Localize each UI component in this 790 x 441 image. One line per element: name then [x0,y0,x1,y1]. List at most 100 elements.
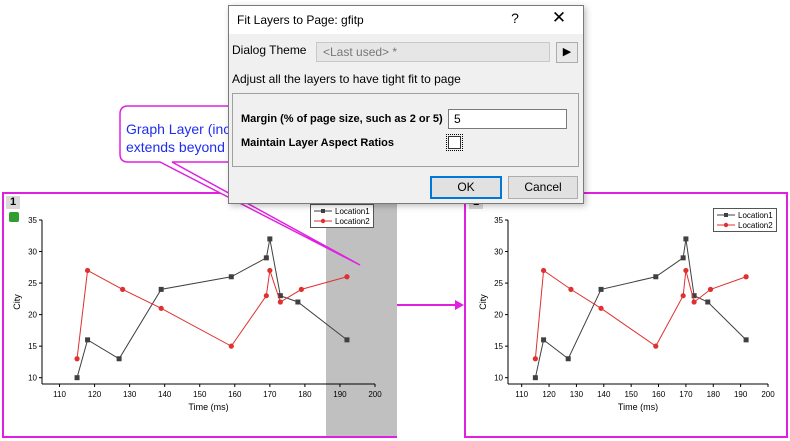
margin-label: Margin (% of page size, such as 2 or 5) [241,113,443,125]
series1-point [743,337,749,343]
dialog-theme-label: Dialog Theme [232,43,307,57]
layer-overflow-region [326,194,397,436]
x-tick-label: 150 [193,390,207,399]
margin-input[interactable]: 5 [448,109,567,129]
dialog-titlebar[interactable]: Fit Layers to Page: gfitp ? ✕ [229,6,583,34]
series1-point [277,293,283,299]
y-tick-label: 20 [28,311,37,320]
close-button[interactable]: ✕ [551,8,567,27]
series2-point [540,267,547,274]
series-line-2 [76,269,348,359]
lock-icon[interactable] [9,212,19,222]
series1-point [228,274,234,280]
cancel-button[interactable]: Cancel [508,176,578,199]
help-button[interactable]: ? [511,10,519,26]
series1-point [565,356,571,362]
callout-line2: extends beyond Page [126,139,262,155]
series2-point [532,356,538,362]
series1-point [705,299,711,305]
x-tick-label: 140 [597,390,611,399]
series1-point [74,375,80,381]
left-graph-page: 1 110 120 130 140 150 160 170 180 190 200 10 15 20 25… [2,192,397,438]
series2-point [120,286,126,292]
series1-point [263,255,269,261]
x-tick-label: 110 [53,390,66,399]
left-chart: 110 120 130 140 150 160 170 180 190 200 10 15 20 25 30… [12,216,382,412]
series2-point [707,286,714,292]
series2-point [568,286,574,292]
settings-group [232,93,579,167]
y-tick-label: 10 [494,374,503,383]
series2-point [683,267,689,274]
x-tick-label: 180 [707,390,721,399]
series2-point [228,343,234,349]
y-tick-label: 25 [28,279,37,288]
y-axis-label: City [478,294,488,310]
x-axis-label: Time (ms) [618,402,658,412]
dialog-title: Fit Layers to Page: gfitp [237,13,364,27]
x-tick-label: 160 [652,390,666,399]
series2-point [263,293,269,299]
y-tick-label: 35 [494,216,503,225]
series2-point [598,305,604,311]
y-tick-label: 15 [28,342,37,351]
right-chart: 110 120 130 140 150 160 170 180 190 200 10 15 20 25 30… [478,216,775,412]
legend-series1-label: Location1 [738,210,773,220]
y-tick-label: 15 [494,342,503,351]
right-legend[interactable]: Location1 Location2 [713,208,777,232]
dialog-description: Adjust all the layers to have tight fit … [232,72,461,86]
left-legend[interactable]: Location1 Location2 [310,204,374,228]
series1-point [116,356,122,362]
series1-point [541,337,547,343]
y-tick-label: 25 [494,279,503,288]
series2-point [84,267,91,274]
ok-button[interactable]: OK [430,176,502,199]
x-axis-label: Time (ms) [188,402,228,412]
series2-point [743,274,749,280]
theme-menu-button[interactable]: ▶ [556,42,578,63]
series2-point [344,274,350,280]
series2-point [298,286,304,292]
y-tick-label: 35 [28,216,37,225]
series1-point [295,299,301,305]
y-tick-label: 30 [494,248,503,257]
series1-point [683,236,689,242]
x-tick-label: 180 [298,390,312,399]
legend-series2-label: Location2 [738,220,773,230]
x-tick-label: 120 [542,390,556,399]
aspect-ratio-checkbox[interactable] [446,134,463,151]
series1-point [653,274,659,280]
series2-point [691,299,697,305]
x-tick-label: 190 [734,390,748,399]
series2-point [74,356,80,362]
series1-point [344,337,350,343]
x-tick-label: 170 [679,390,693,399]
series-line-1 [76,238,348,378]
dialog-theme-field[interactable]: <Last used> * [316,42,550,62]
x-tick-label: 140 [158,390,172,399]
x-tick-label: 200 [368,390,382,399]
legend-series2-label: Location2 [335,216,370,226]
series1-point [85,337,91,343]
x-tick-label: 170 [263,390,277,399]
series2-point [680,293,686,299]
y-axis-label: City [12,294,22,310]
series-line-1 [534,238,747,378]
series2-point [653,343,659,349]
x-tick-label: 130 [570,390,584,399]
series2-point [267,267,273,274]
x-tick-label: 160 [228,390,242,399]
x-tick-label: 120 [88,390,102,399]
series1-point [598,286,604,292]
aspect-ratio-label: Maintain Layer Aspect Ratios [241,137,395,149]
series2-point [158,305,164,311]
series1-point [680,255,686,261]
series1-point [267,236,273,242]
series1-point [158,286,164,292]
x-tick-label: 110 [515,390,528,399]
y-tick-label: 20 [494,311,503,320]
series2-point [277,299,283,305]
x-tick-label: 190 [333,390,347,399]
x-tick-label: 130 [123,390,137,399]
layer-number-badge[interactable]: 1 [6,196,20,209]
